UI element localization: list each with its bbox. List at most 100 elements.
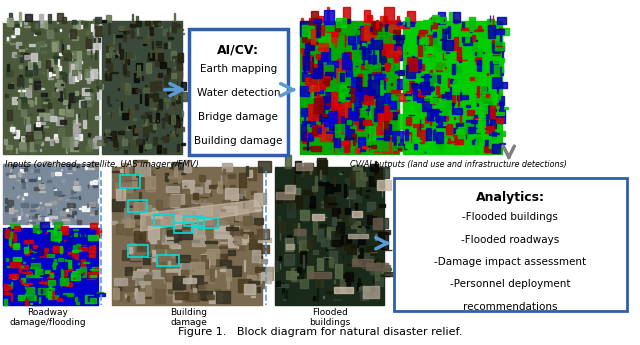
Bar [445,124,452,137]
Bar [122,164,128,174]
Bar [309,272,331,278]
Bar [321,70,332,79]
Bar [490,106,495,118]
Bar [383,218,388,228]
Bar [181,92,187,101]
Bar [202,298,207,300]
Bar [300,251,306,264]
Bar [91,24,93,31]
Text: Figure 1.   Block diagram for natural disaster relief.: Figure 1. Block diagram for natural disa… [178,327,462,337]
Bar [168,42,170,48]
Bar [136,76,141,77]
Bar [76,252,81,253]
Bar [191,203,197,209]
Bar [461,28,468,30]
Bar [130,206,140,218]
Bar [380,184,384,187]
Bar [501,107,508,109]
Bar [52,45,54,51]
Bar [50,116,56,121]
Bar [123,59,128,63]
Bar [175,24,179,26]
Bar [67,45,68,52]
Bar [55,171,61,175]
Bar [258,161,271,172]
Bar [305,104,314,114]
Bar [319,33,330,46]
Bar [362,286,379,298]
Bar [48,292,51,299]
Bar [493,142,501,145]
Bar [64,53,71,60]
Bar [412,140,421,141]
Bar [332,33,342,48]
Bar [327,247,334,248]
Bar [317,23,323,37]
Bar [173,67,175,68]
Bar [406,117,410,125]
Bar [205,241,217,243]
Bar [67,260,71,268]
Bar [279,256,281,260]
Bar [318,60,322,73]
Bar [362,256,372,268]
Bar [177,144,179,151]
Bar [360,186,361,195]
Bar [384,8,394,23]
Bar [237,241,244,250]
Bar [225,188,238,200]
Bar [362,43,365,45]
Bar [313,296,315,300]
Bar [48,209,51,214]
Bar [38,288,45,294]
Bar [247,275,256,279]
Bar [174,166,177,176]
Bar [95,116,100,119]
Bar [177,54,179,64]
Bar [37,231,39,233]
Bar [48,77,54,79]
Bar [112,171,125,172]
Bar [436,20,445,22]
Bar [173,59,174,61]
Bar [171,107,174,113]
Bar [459,57,461,62]
Bar [419,46,422,56]
Bar [136,288,137,298]
Bar [404,94,411,95]
Bar [38,297,40,303]
Bar [180,72,182,79]
Bar [72,190,73,194]
Bar [433,129,435,140]
Bar [324,119,333,126]
Bar [450,79,456,83]
Bar [127,218,130,226]
Bar [45,99,49,100]
Bar [425,141,431,148]
Bar [65,258,70,266]
Bar [409,58,417,71]
Bar [70,142,77,151]
Bar [257,287,260,292]
Bar [365,89,371,92]
Bar [493,60,503,63]
Bar [458,117,460,119]
Bar [76,26,83,28]
Bar [47,288,56,295]
Bar [355,92,362,94]
Bar [383,120,388,129]
Bar [248,168,255,180]
Bar [172,22,177,32]
Bar [219,246,227,248]
Bar [154,124,156,128]
Bar [147,114,151,124]
Bar [403,44,406,57]
Text: Building damage: Building damage [194,136,283,146]
Text: -Flooded buildings: -Flooded buildings [463,212,558,222]
Bar [184,216,204,226]
Bar [145,112,150,114]
Bar [392,90,400,93]
Bar [194,187,202,193]
Bar [70,273,76,277]
Bar [147,127,148,135]
